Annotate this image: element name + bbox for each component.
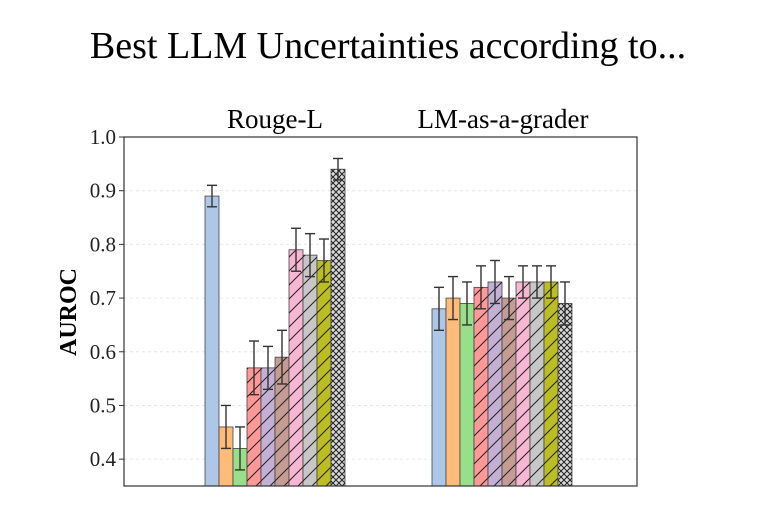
y-tick-label: 0.5 [90, 393, 116, 417]
bars [204, 157, 573, 487]
bar-hatch [544, 281, 558, 486]
category-label-1: LM-as-a-grader [418, 104, 589, 134]
y-axis: 0.4 0.5 0.6 0.7 0.8 0.9 1.0 [90, 125, 124, 471]
bar [445, 297, 461, 487]
bar-hatch [317, 260, 331, 486]
category-label-0: Rouge-L [227, 104, 323, 134]
plot-frame [123, 136, 638, 487]
bar [204, 195, 220, 487]
y-axis-label: AUROC [56, 268, 82, 356]
bar-hatch [289, 249, 303, 486]
bar-hatch [488, 281, 502, 486]
bar-hatch [474, 287, 488, 486]
bar [431, 308, 447, 487]
bar-hatch [261, 367, 275, 486]
bar-hatch [247, 367, 261, 486]
y-tick-label: 0.7 [90, 286, 116, 310]
bar-hatch [303, 255, 317, 486]
y-tick-label: 1.0 [90, 125, 116, 149]
bar-hatch [275, 357, 289, 486]
bar-hatch [558, 303, 572, 486]
y-tick-label: 0.9 [90, 179, 116, 203]
chart-title: Best LLM Uncertainties according to... [90, 25, 686, 67]
bar-hatch [516, 281, 530, 486]
y-tick-label: 0.8 [90, 232, 116, 256]
bar-hatch [502, 298, 516, 486]
bar-hatch [530, 281, 544, 486]
y-tick-label: 0.6 [90, 340, 116, 364]
y-tick-label: 0.4 [90, 447, 117, 471]
bar [459, 303, 475, 487]
bar-hatch [331, 169, 345, 486]
